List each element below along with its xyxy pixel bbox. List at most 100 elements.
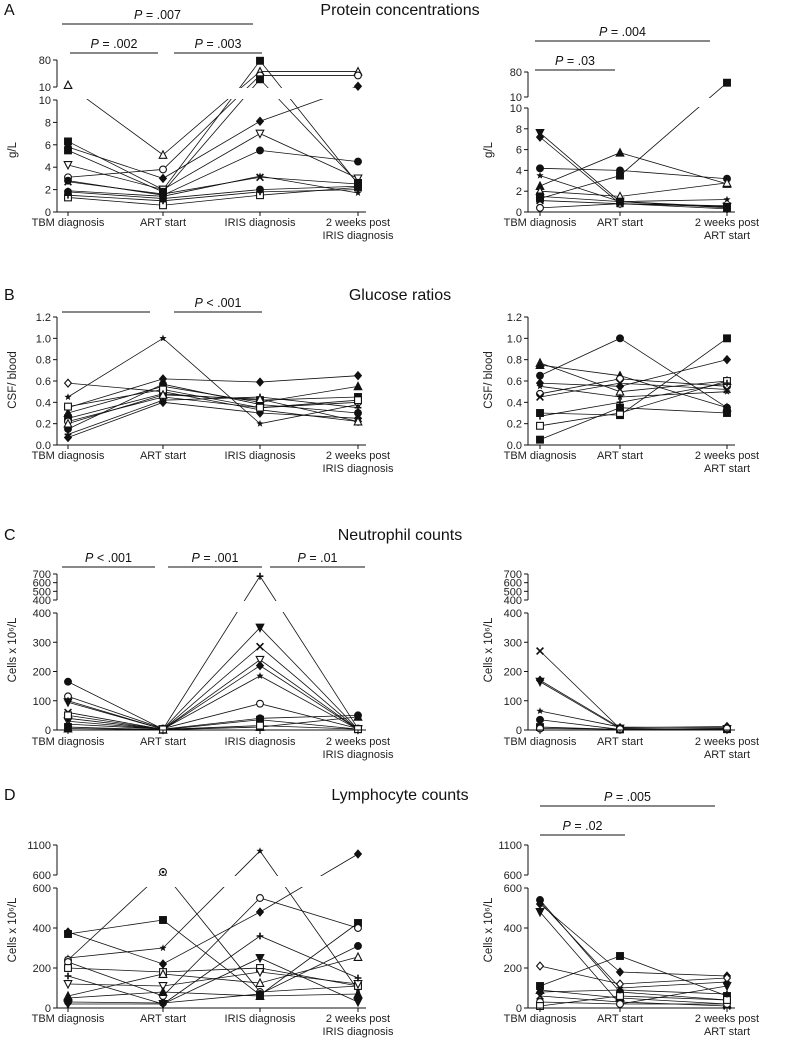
y-tick-label: 8 xyxy=(45,117,51,129)
series-line xyxy=(539,955,728,997)
series-line xyxy=(539,338,728,416)
data-series xyxy=(539,995,728,1007)
circle-marker xyxy=(536,371,544,380)
data-series xyxy=(539,407,728,441)
x-tick-label: 2 weeks post xyxy=(695,217,759,229)
plus-marker xyxy=(616,986,624,994)
star-marker xyxy=(723,387,731,395)
series-line xyxy=(539,899,728,1001)
triangle-marker xyxy=(158,986,168,996)
diamond-open-marker xyxy=(63,378,73,388)
x-tick-label: 2 weeks post xyxy=(695,736,759,748)
p-value-label: P = .001 xyxy=(192,551,239,565)
star-marker xyxy=(616,197,624,205)
plus-marker xyxy=(616,398,624,406)
x-tick-label: TBM diagnosis xyxy=(504,217,577,229)
star-marker xyxy=(64,393,72,401)
y-tick-label: 1.0 xyxy=(507,333,522,345)
data-series xyxy=(539,681,728,730)
y-tick-label: 0 xyxy=(45,207,51,219)
data-series xyxy=(67,60,359,191)
circle-marker xyxy=(536,164,544,173)
x-tick-label: TBM diagnosis xyxy=(504,1013,577,1025)
y-tick-label: 0 xyxy=(45,725,51,737)
x-marker xyxy=(536,647,544,655)
triangle-marker xyxy=(615,147,625,157)
y-tick-label: 100 xyxy=(33,696,51,708)
data-series xyxy=(67,716,359,731)
plus-marker xyxy=(64,972,72,980)
data-points xyxy=(535,129,732,213)
data-series xyxy=(67,401,359,438)
panel-letter: B xyxy=(4,287,15,304)
diamond-marker xyxy=(353,81,363,91)
x-tick-label: IRIS diagnosis xyxy=(323,463,394,475)
data-series xyxy=(67,149,359,196)
y-tick-label: 200 xyxy=(33,667,51,679)
series-line xyxy=(67,401,359,438)
square-marker xyxy=(723,409,731,417)
data-points xyxy=(536,164,731,183)
y-tick-label: 400 xyxy=(504,608,522,620)
x-tick-label: 2 weeks post xyxy=(326,1013,390,1025)
data-points xyxy=(64,642,362,734)
p-value-label: P = .003 xyxy=(195,37,242,51)
star-marker xyxy=(256,847,264,855)
square-open-marker xyxy=(723,996,731,1004)
data-series xyxy=(67,659,359,730)
series-line xyxy=(67,627,359,730)
plus-marker xyxy=(354,404,362,412)
y-tick-label: 10 xyxy=(510,103,522,115)
series-line xyxy=(67,675,359,730)
diamond-marker xyxy=(722,354,732,365)
tri-down-marker xyxy=(535,908,545,918)
series-line xyxy=(67,991,359,999)
data-points xyxy=(63,660,363,735)
x-tick-label: TBM diagnosis xyxy=(32,736,105,748)
data-points xyxy=(64,942,362,1007)
x-tick-label: ART start xyxy=(704,749,750,761)
series-line xyxy=(67,60,359,191)
data-series xyxy=(539,710,728,729)
data-series xyxy=(539,899,728,1001)
x-tick-label: 2 weeks post xyxy=(326,217,390,229)
y-tick-label: 0.2 xyxy=(507,419,522,431)
star-marker xyxy=(723,195,731,203)
x-tick-label: IRIS diagnosis xyxy=(323,1026,394,1038)
y-tick-label: 0.0 xyxy=(507,440,522,452)
triangle-open-marker xyxy=(353,416,363,426)
series-line xyxy=(67,175,359,197)
data-series xyxy=(67,78,359,193)
data-points xyxy=(535,677,732,735)
series-line xyxy=(67,853,359,965)
star-marker xyxy=(256,419,264,427)
diamond-marker xyxy=(615,967,625,977)
series-line xyxy=(67,716,359,731)
circle-marker xyxy=(536,715,544,724)
y-tick-label: 0.4 xyxy=(36,397,51,409)
data-series xyxy=(67,945,359,1004)
square-marker xyxy=(256,56,264,65)
circle-open-marker xyxy=(256,894,264,902)
triangle-open-marker xyxy=(255,977,265,987)
data-points xyxy=(64,847,362,994)
data-points xyxy=(535,132,732,214)
data-points xyxy=(535,177,732,201)
diamond-marker xyxy=(353,370,363,381)
square-open-marker xyxy=(354,396,362,405)
y-tick-label: 200 xyxy=(504,963,522,975)
circle-marker xyxy=(354,157,362,166)
y-tick-label: 400 xyxy=(504,923,522,935)
data-series xyxy=(539,175,728,203)
data-points xyxy=(63,370,363,413)
square-open-marker xyxy=(64,964,72,972)
data-series xyxy=(67,394,359,425)
data-series xyxy=(67,897,359,997)
panel-b-header: B Glucose ratios xyxy=(4,287,451,304)
data-series xyxy=(67,675,359,730)
x-tick-label: 2 weeks post xyxy=(695,450,759,462)
triangle-marker xyxy=(63,992,73,1002)
data-points xyxy=(64,380,362,433)
